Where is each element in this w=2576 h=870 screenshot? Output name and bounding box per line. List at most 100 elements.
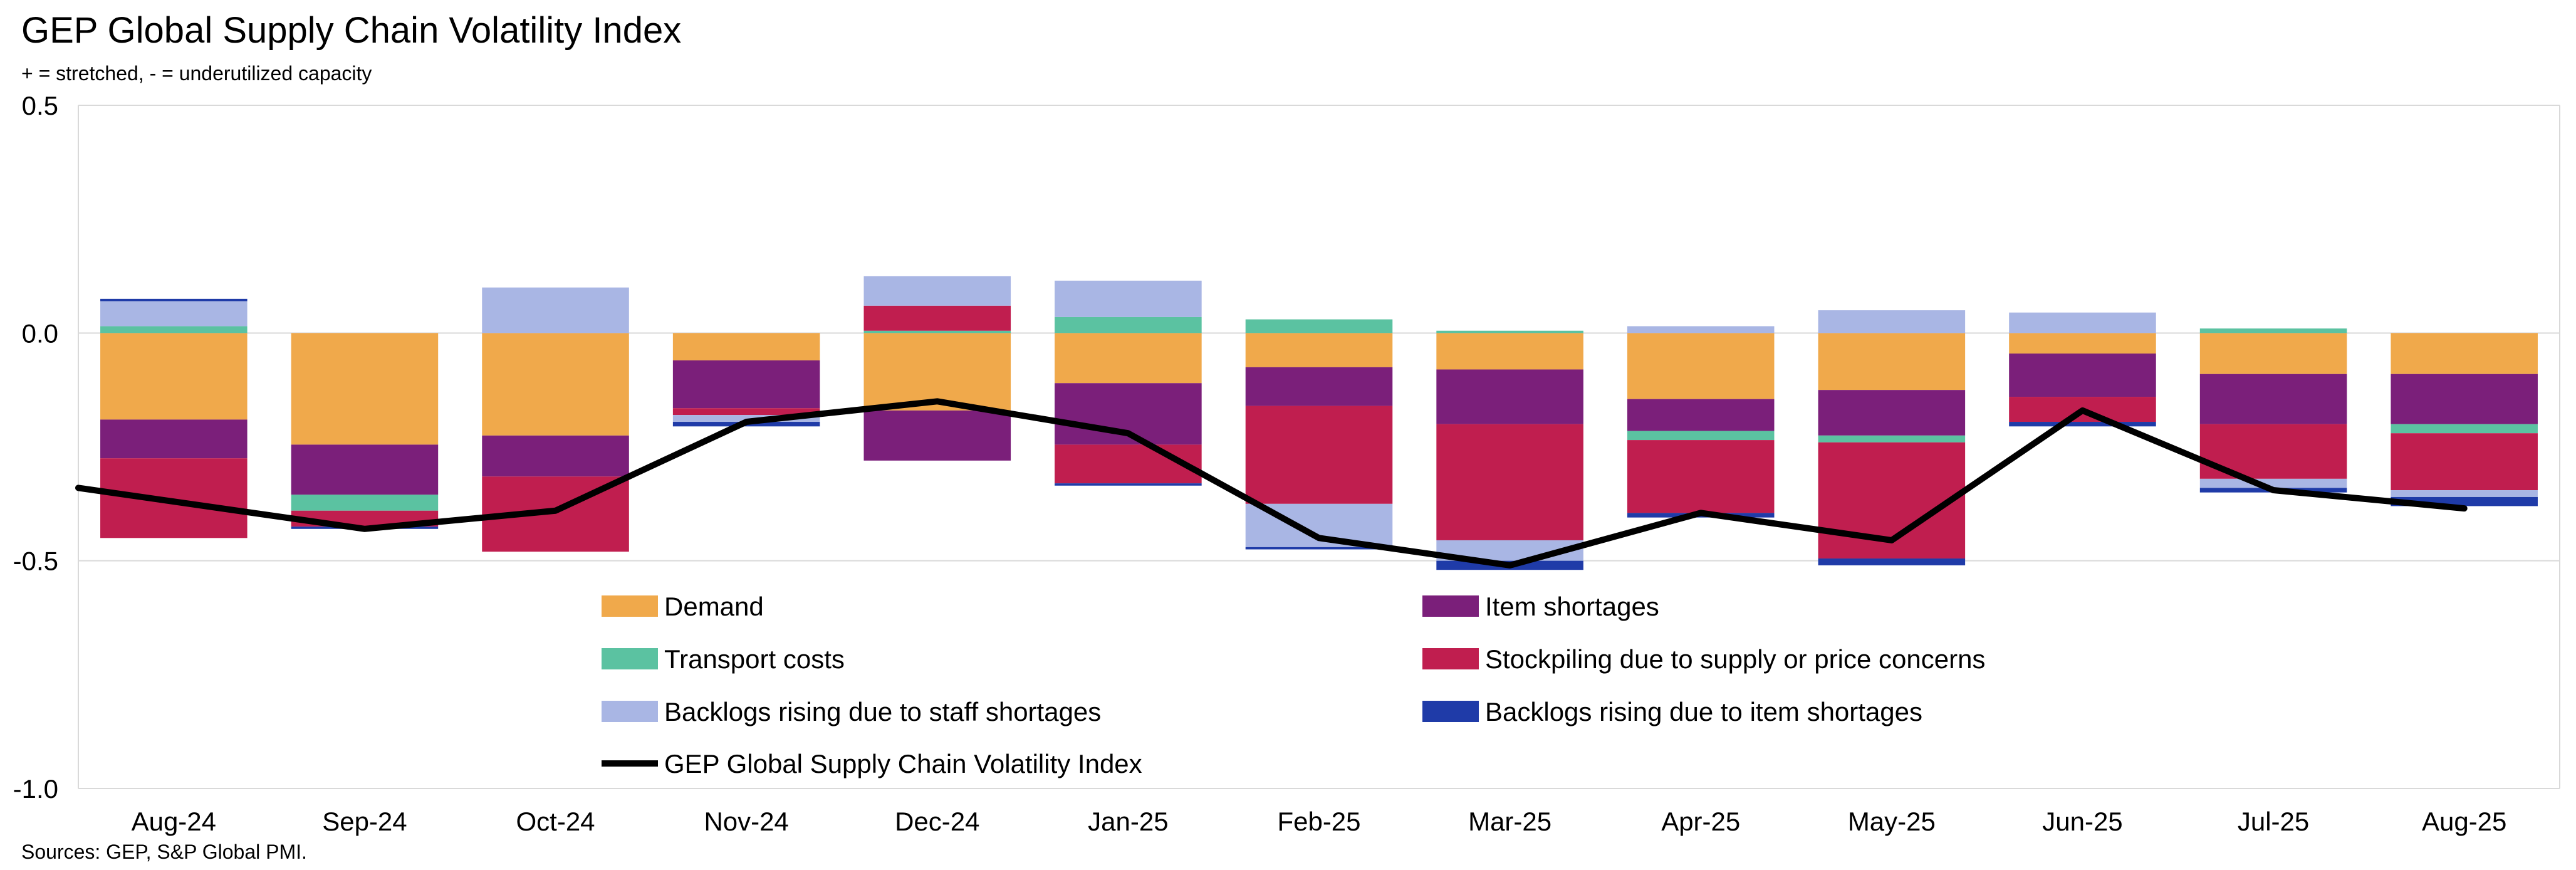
line-point-jul-25 <box>2273 490 2274 491</box>
bar-item-shortages-aug-24 <box>100 419 248 459</box>
bar-transport-costs-aug-25 <box>2391 424 2538 434</box>
bar-item-shortages-sep-24 <box>291 444 439 495</box>
bar-demand-jan-25 <box>1055 333 1202 384</box>
bar-stockpiling-due-to-supply-or-price-concerns-aug-24 <box>100 458 248 538</box>
bar-transport-costs-jan-25 <box>1055 317 1202 333</box>
line-point-mar-25 <box>1510 565 1511 566</box>
line-point-oct-24 <box>555 510 556 511</box>
y-tick-label: 0.5 <box>22 91 58 120</box>
line-point-sep-24 <box>364 528 365 530</box>
bar-demand-apr-25 <box>1627 333 1775 399</box>
x-tick-label: Aug-24 <box>132 807 216 836</box>
line-point-apr-25 <box>1700 512 1701 513</box>
bar-transport-costs-dec-24 <box>863 330 1011 333</box>
bar-stockpiling-due-to-supply-or-price-concerns-dec-24 <box>863 305 1011 331</box>
line-point-jun-25 <box>2082 410 2083 411</box>
legend-swatch-backlogs-rising-due-to-staff-shortages <box>602 701 658 722</box>
legend-swatch-demand <box>602 595 658 617</box>
bar-transport-costs-mar-25 <box>1436 330 1583 333</box>
bar-stockpiling-due-to-supply-or-price-concerns-apr-25 <box>1627 440 1775 513</box>
legend-swatch-transport-costs <box>602 648 658 669</box>
bar-demand-feb-25 <box>1245 333 1393 367</box>
bar-demand-oct-24 <box>482 333 629 436</box>
bar-backlogs-rising-due-to-staff-shortages-jan-25 <box>1055 280 1202 317</box>
bar-transport-costs-sep-24 <box>291 495 439 511</box>
bar-transport-costs-jul-25 <box>2199 328 2347 333</box>
bar-stockpiling-due-to-supply-or-price-concerns-nov-24 <box>672 408 820 416</box>
bars <box>100 276 2538 570</box>
chart-title: GEP Global Supply Chain Volatility Index <box>21 10 682 51</box>
x-tick-label: Jun-25 <box>2042 807 2122 836</box>
x-tick-label: May-25 <box>1848 807 1936 836</box>
bar-stockpiling-due-to-supply-or-price-concerns-feb-25 <box>1245 406 1393 504</box>
line-point-aug-25 <box>2464 508 2465 509</box>
x-tick-label: Apr-25 <box>1661 807 1740 836</box>
bar-transport-costs-may-25 <box>1818 435 1966 443</box>
x-tick-label: Nov-24 <box>704 807 788 836</box>
bar-item-shortages-feb-25 <box>1245 367 1393 406</box>
line-point-dec-24 <box>937 401 938 402</box>
line-point-feb-25 <box>1318 537 1320 538</box>
bar-backlogs-rising-due-to-item-shortages-may-25 <box>1818 558 1966 565</box>
x-tick-label: Jan-25 <box>1088 807 1168 836</box>
legend-swatch-backlogs-rising-due-to-item-shortages <box>1422 701 1479 722</box>
bar-demand-mar-25 <box>1436 333 1583 370</box>
legend-label-demand: Demand <box>664 592 764 621</box>
bar-item-shortages-jul-25 <box>2199 374 2347 424</box>
x-tick-label: Aug-25 <box>2422 807 2506 836</box>
bar-item-shortages-aug-25 <box>2391 374 2538 424</box>
line-point-nov-24 <box>746 421 747 422</box>
x-tick-label: Mar-25 <box>1468 807 1551 836</box>
bar-demand-nov-24 <box>672 333 820 360</box>
legend-label-item-shortages: Item shortages <box>1485 592 1659 621</box>
bar-item-shortages-jun-25 <box>2009 354 2156 397</box>
x-tick-label: Dec-24 <box>895 807 979 836</box>
legend-swatch-item-shortages <box>1422 595 1479 617</box>
y-tick-label: -1.0 <box>13 774 58 804</box>
bar-demand-jun-25 <box>2009 333 2156 354</box>
bar-demand-aug-24 <box>100 333 248 420</box>
source-note: Sources: GEP, S&P Global PMI. <box>21 841 307 863</box>
bar-item-shortages-oct-24 <box>482 435 629 477</box>
bar-stockpiling-due-to-supply-or-price-concerns-jan-25 <box>1055 444 1202 484</box>
bar-backlogs-rising-due-to-item-shortages-jan-25 <box>1055 483 1202 486</box>
legend-label-backlogs-rising-due-to-item-shortages: Backlogs rising due to item shortages <box>1485 697 1922 726</box>
line-point-jan-25 <box>1127 432 1129 434</box>
bar-backlogs-rising-due-to-item-shortages-aug-24 <box>100 298 248 301</box>
line-point-aug-24 <box>173 501 174 502</box>
legend-label-gep-global-supply-chain-volatility-index: GEP Global Supply Chain Volatility Index <box>664 749 1142 778</box>
bar-item-shortages-may-25 <box>1818 390 1966 436</box>
y-axis-ticks: 0.5 0.0 -0.5 -1.0 <box>13 91 58 804</box>
volatility-index-line <box>75 398 2468 569</box>
x-tick-label: Jul-25 <box>2238 807 2309 836</box>
chart-subtitle: + = stretched, - = underutilized capacit… <box>21 62 372 85</box>
bar-item-shortages-mar-25 <box>1436 369 1583 424</box>
legend-label-transport-costs: Transport costs <box>664 644 845 674</box>
bar-backlogs-rising-due-to-item-shortages-feb-25 <box>1245 547 1393 550</box>
bar-backlogs-rising-due-to-staff-shortages-dec-24 <box>863 276 1011 306</box>
bar-stockpiling-due-to-supply-or-price-concerns-mar-25 <box>1436 424 1583 540</box>
bar-backlogs-rising-due-to-staff-shortages-nov-24 <box>672 415 820 422</box>
bar-transport-costs-aug-24 <box>100 326 248 333</box>
line-point-may-25 <box>1891 540 1892 541</box>
legend-swatch-stockpiling-due-to-supply-or-price-concerns <box>1422 648 1479 669</box>
bar-transport-costs-apr-25 <box>1627 431 1775 441</box>
bar-demand-may-25 <box>1818 333 1966 390</box>
bar-demand-dec-24 <box>863 333 1011 411</box>
bar-item-shortages-dec-24 <box>863 410 1011 461</box>
bar-transport-costs-feb-25 <box>1245 319 1393 333</box>
bar-backlogs-rising-due-to-item-shortages-jun-25 <box>2009 422 2156 427</box>
x-axis-ticks: Aug-24 Sep-24 Oct-24 Nov-24 Dec-24 Jan-25 Feb-… <box>132 807 2507 836</box>
x-tick-label: Sep-24 <box>322 807 407 836</box>
y-tick-label: 0.0 <box>22 318 58 348</box>
x-tick-label: Feb-25 <box>1277 807 1360 836</box>
y-tick-label: -0.5 <box>13 547 58 576</box>
bar-backlogs-rising-due-to-staff-shortages-oct-24 <box>482 287 629 333</box>
bar-demand-sep-24 <box>291 333 439 445</box>
index-line <box>75 398 2468 569</box>
bar-demand-aug-25 <box>2391 333 2538 374</box>
legend: Demand Item shortages Transport costs Stock… <box>602 592 1985 778</box>
bar-backlogs-rising-due-to-staff-shortages-aug-25 <box>2391 490 2538 497</box>
bar-backlogs-rising-due-to-staff-shortages-apr-25 <box>1627 326 1775 333</box>
